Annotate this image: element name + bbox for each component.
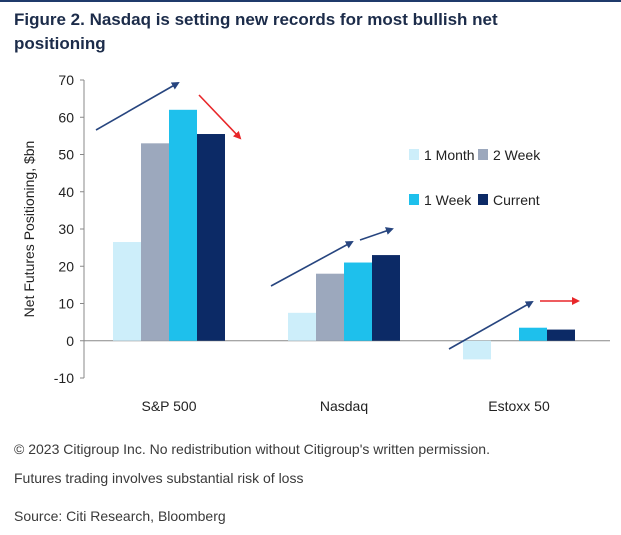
legend-label-current: Current <box>493 192 540 208</box>
bar-sp-500-1-week <box>169 109 197 341</box>
y-axis-title: Net Futures Positioning, $bn <box>21 141 37 318</box>
legend-label-2-week: 2 Week <box>493 147 541 163</box>
bar-sp-500-1-month <box>113 242 141 341</box>
bar-estoxx-50-1-week <box>519 327 547 341</box>
x-tick-label-sp-500: S&P 500 <box>141 398 196 414</box>
arrow-up-estoxx <box>448 301 534 350</box>
chart-title: Figure 2. Nasdaq is setting new records … <box>14 10 498 53</box>
legend-swatch-2-week <box>478 149 488 160</box>
x-tick-label-estoxx-50: Estoxx 50 <box>488 398 550 414</box>
bar-estoxx-50-1-month <box>463 340 491 360</box>
bar-nasdaq-2-week <box>316 273 344 341</box>
chart: 70 60 50 40 30 20 10 0 -10 Net Futures Positionin… <box>21 72 610 414</box>
y-tick-label: 60 <box>58 109 74 125</box>
y-tick-label: 0 <box>66 333 74 349</box>
legend-swatch-1-week <box>409 194 419 205</box>
y-tick-label: 10 <box>58 296 74 312</box>
arrow-down-sp500 <box>198 94 242 140</box>
arrow-up-sp500 <box>95 82 180 131</box>
legend-swatch-1-month <box>409 149 419 160</box>
bars <box>113 109 575 360</box>
legend: 1 Month 2 Week 1 Week Current <box>409 147 541 208</box>
bar-sp-500-current <box>197 134 225 341</box>
arrow-up-nasdaq-1 <box>270 241 354 287</box>
footer-copyright: © 2023 Citigroup Inc. No redistribution … <box>14 441 490 457</box>
footer-risk-note: Futures trading involves substantial ris… <box>14 470 304 486</box>
y-tick-label: 40 <box>58 184 74 200</box>
arrow-up-nasdaq-2 <box>359 227 394 241</box>
bar-sp-500-2-week <box>141 143 169 341</box>
x-axis-labels: S&P 500 Nasdaq Estoxx 50 <box>141 398 549 414</box>
trend-arrows <box>95 82 580 350</box>
bar-estoxx-50-current <box>547 329 575 341</box>
y-tick-label: 20 <box>58 258 74 274</box>
x-tick-label-nasdaq: Nasdaq <box>320 398 368 414</box>
bar-nasdaq-current <box>372 255 400 341</box>
top-rule <box>0 0 621 2</box>
legend-label-1-month: 1 Month <box>424 147 475 163</box>
footer-source: Source: Citi Research, Bloomberg <box>14 508 226 524</box>
y-tick-label: 50 <box>58 147 74 163</box>
legend-label-1-week: 1 Week <box>424 192 472 208</box>
y-tick-label: 30 <box>58 221 74 237</box>
y-tick-label: -10 <box>54 370 74 386</box>
y-tick-label: 70 <box>58 72 74 88</box>
bar-nasdaq-1-month <box>288 312 316 341</box>
bar-nasdaq-1-week <box>344 262 372 341</box>
legend-swatch-current <box>478 194 488 205</box>
